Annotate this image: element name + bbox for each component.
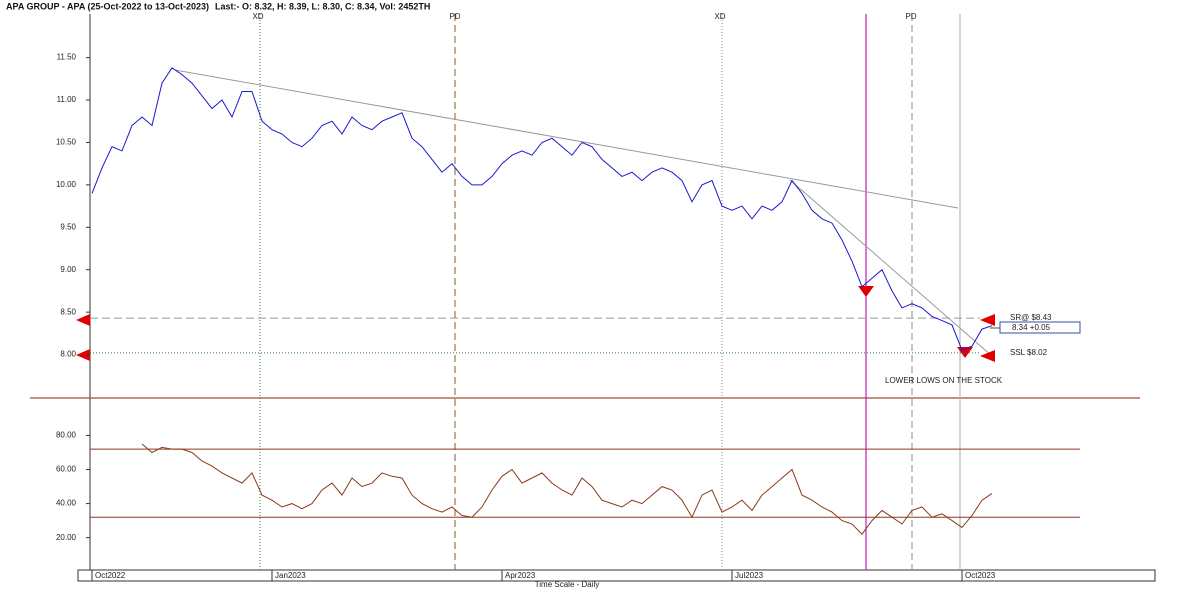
y-tick-label: 40.00: [56, 499, 77, 508]
axis-arrow: [76, 349, 90, 361]
y-tick-label: 80.00: [56, 431, 77, 440]
trend-line: [789, 179, 993, 357]
trend-line: [174, 69, 959, 209]
price-line: [91, 67, 993, 351]
signal-marker: [957, 347, 973, 358]
y-tick-label: 9.00: [60, 265, 76, 274]
x-axis-title: Time Scale - Daily: [535, 580, 600, 589]
price-box: [999, 321, 1081, 334]
level-label: SSL $8.02: [1010, 348, 1048, 357]
event-label: XD: [252, 12, 263, 21]
level-arrow: [980, 314, 995, 326]
y-tick-label: 11.50: [57, 53, 77, 62]
y-tick-label: 60.00: [56, 465, 77, 474]
event-label: PD: [449, 12, 460, 21]
last-label: 8.34 +0.05: [1012, 323, 1051, 332]
y-tick-label: 11.00: [57, 95, 77, 104]
x-tick-label: Jan2023: [275, 571, 306, 580]
x-axis-box: [77, 569, 1156, 582]
level-label: SR@ $8.43: [1010, 313, 1052, 322]
chart-subtitle: Last:- O: 8.32, H: 8.39, L: 8.30, C: 8.3…: [215, 1, 430, 11]
x-tick-label: Oct2023: [965, 571, 996, 580]
axis-arrow: [76, 314, 90, 326]
chart-title: APA GROUP - APA (25-Oct-2022 to 13-Oct-2…: [6, 1, 209, 11]
event-label: XD: [714, 12, 725, 21]
level-arrow: [980, 350, 995, 362]
y-tick-label: 9.50: [60, 222, 76, 231]
y-tick-label: 8.50: [60, 307, 76, 316]
signal-marker: [858, 286, 874, 297]
event-label: PD: [905, 12, 916, 21]
y-tick-label: 10.00: [56, 180, 77, 189]
y-tick-label: 20.00: [56, 533, 77, 542]
y-tick-label: 8.00: [60, 350, 76, 359]
note: LOWER LOWS ON THE STOCK: [885, 376, 1003, 385]
y-tick-label: 10.50: [56, 138, 77, 147]
x-tick-label: Oct2022: [95, 571, 126, 580]
x-tick-label: Apr2023: [505, 571, 536, 580]
x-tick-label: Jul2023: [735, 571, 764, 580]
price-line: [141, 443, 993, 535]
